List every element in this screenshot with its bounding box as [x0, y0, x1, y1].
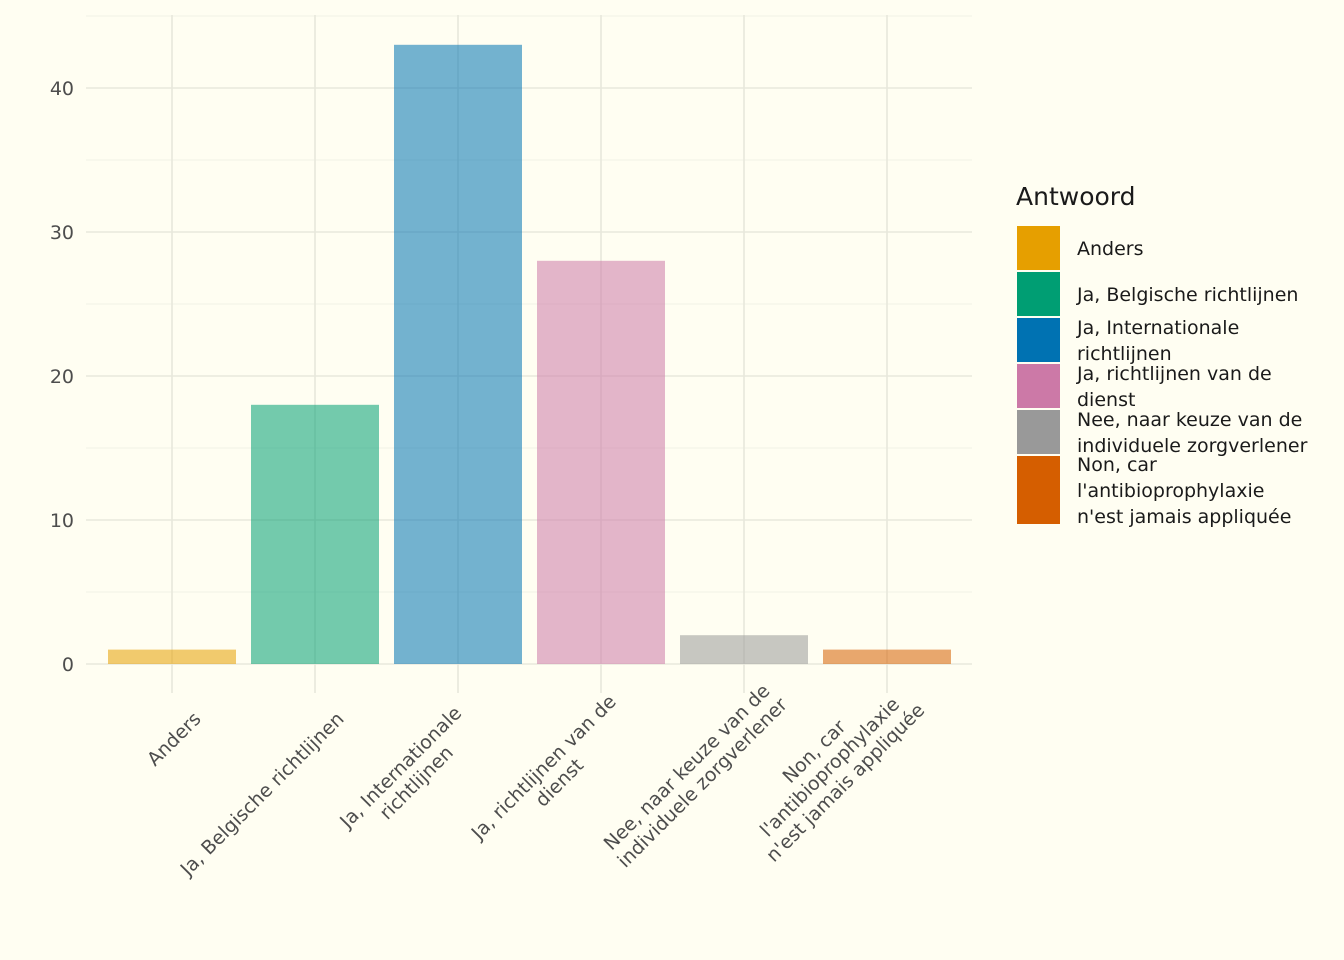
bar [108, 649, 236, 664]
x-tick-label-line: Anders [143, 708, 206, 771]
legend-label: l'antibioprophylaxie [1077, 480, 1264, 502]
legend-title: Antwoord [1016, 182, 1136, 211]
y-tick-label: 20 [50, 366, 74, 388]
legend: Antwoord Anders Ja, Belgische richtlijnen… [1016, 182, 1308, 528]
legend-swatch [1017, 456, 1060, 524]
bar [251, 404, 379, 664]
legend-label: Non, car [1077, 454, 1157, 476]
x-tick-label-line: n'est jamais appliquée [762, 699, 929, 866]
y-axis-ticks: 0 10 20 30 40 [50, 78, 74, 676]
legend-label: Ja, richtlijnen van de [1076, 363, 1272, 385]
legend-label: richtlijnen [1077, 343, 1172, 365]
legend-item: Ja, Internationale richtlijnen [1017, 317, 1239, 365]
legend-label: individuele zorgverlener [1077, 435, 1308, 457]
x-tick-label-line: Ja, richtlijnen van de [467, 691, 621, 845]
legend-swatch [1017, 410, 1060, 454]
legend-item: Ja, Belgische richtlijnen [1017, 272, 1298, 316]
legend-label: dienst [1077, 389, 1135, 411]
x-tick-label: Ja, Belgische richtlijnen [176, 708, 349, 881]
y-tick-label: 0 [62, 654, 74, 676]
legend-swatch [1017, 226, 1060, 270]
grid-lines [86, 15, 972, 693]
bars [108, 44, 951, 665]
legend-label: Anders [1077, 238, 1144, 260]
legend-item: Non, car l'antibioprophylaxie n'est jamais… [1017, 454, 1291, 528]
y-tick-label: 10 [50, 510, 74, 532]
legend-swatch [1017, 272, 1060, 316]
x-tick-label: Anders [143, 708, 206, 771]
bar [394, 44, 522, 665]
legend-swatch [1017, 318, 1060, 362]
x-tick-label-line: individuele zorgverlener [613, 694, 792, 873]
bar [680, 635, 808, 664]
legend-label: Ja, Belgische richtlijnen [1076, 284, 1298, 306]
legend-swatch [1017, 364, 1060, 408]
y-tick-label: 30 [50, 222, 74, 244]
legend-label: Ja, Internationale [1076, 317, 1239, 339]
legend-item: Nee, naar keuze van de individuele zorgve… [1017, 409, 1308, 457]
legend-item: Anders [1017, 226, 1144, 270]
bar [823, 649, 951, 664]
x-tick-label-line: Nee, naar keuze van de [600, 680, 775, 855]
y-tick-label: 40 [50, 78, 74, 100]
bar [537, 260, 665, 664]
legend-label: n'est jamais appliquée [1077, 506, 1291, 528]
legend-label: Nee, naar keuze van de [1077, 409, 1302, 431]
legend-item: Ja, richtlijnen van de dienst [1017, 363, 1272, 411]
x-tick-label-line: Ja, Belgische richtlijnen [176, 708, 349, 881]
